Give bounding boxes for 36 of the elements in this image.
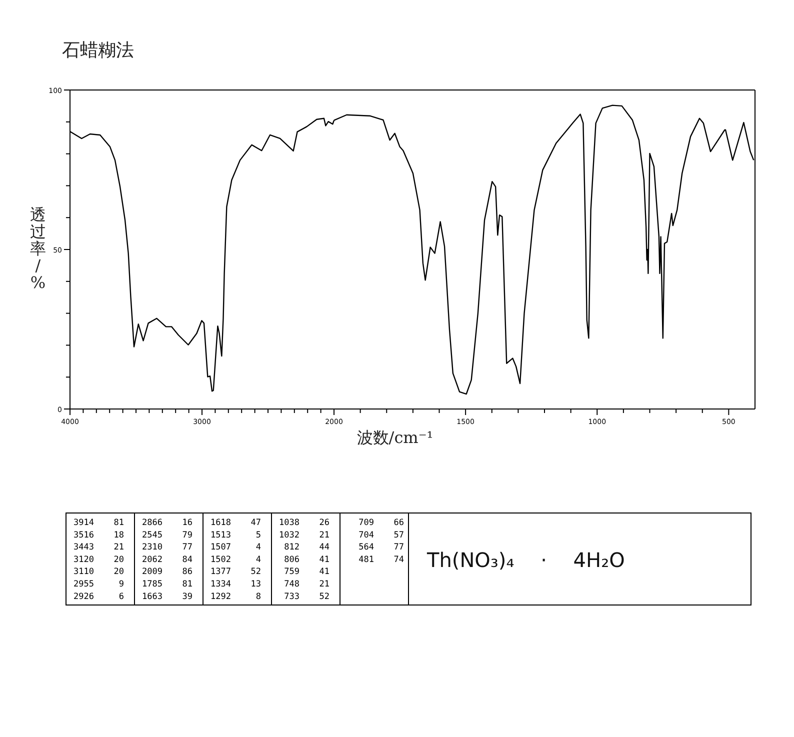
text: 748 21 — [284, 580, 330, 590]
text: 806 41 — [284, 554, 330, 565]
text: 1377 52 — [210, 567, 261, 578]
text: 733 52 — [284, 592, 330, 602]
text: 2062 84 — [142, 554, 192, 565]
text: 3110 20 — [74, 567, 124, 578]
text: 1334 13 — [210, 580, 261, 590]
text: 2866 16 — [142, 518, 192, 528]
text: 2926 6 — [74, 592, 124, 602]
text: 3914 81 — [74, 518, 124, 528]
text: Th(NO₃)₄ · 4H₂O — [426, 548, 625, 572]
text: 2955 9 — [74, 580, 124, 590]
text: 2009 86 — [142, 567, 192, 578]
text: 1785 81 — [142, 580, 192, 590]
text: 1292 8 — [210, 592, 261, 602]
text: 3443 21 — [74, 542, 124, 553]
text: 1032 21 — [279, 530, 330, 540]
x-axis-title: 波数/cm⁻¹ — [356, 428, 434, 447]
text: 1618 47 — [210, 518, 261, 528]
text: 704 57 — [358, 530, 404, 540]
text: 1038 26 — [279, 518, 330, 528]
text: 564 77 — [358, 542, 404, 553]
text: 1663 39 — [142, 592, 192, 602]
text: 3516 18 — [74, 530, 124, 540]
text: 2545 79 — [142, 530, 192, 540]
y-axis-title: 透过率/% — [30, 205, 46, 292]
text: 1513 5 — [210, 530, 261, 540]
text: 812 44 — [284, 542, 330, 553]
chart-title: 石蜡糊法 — [62, 40, 134, 61]
text: 709 66 — [358, 518, 404, 528]
text: 1507 4 — [210, 542, 261, 553]
text: 3120 20 — [74, 554, 124, 565]
text: 2310 77 — [142, 542, 192, 553]
text: 1502 4 — [210, 554, 261, 565]
text: 759 41 — [284, 567, 330, 578]
text: 481 74 — [358, 554, 404, 565]
